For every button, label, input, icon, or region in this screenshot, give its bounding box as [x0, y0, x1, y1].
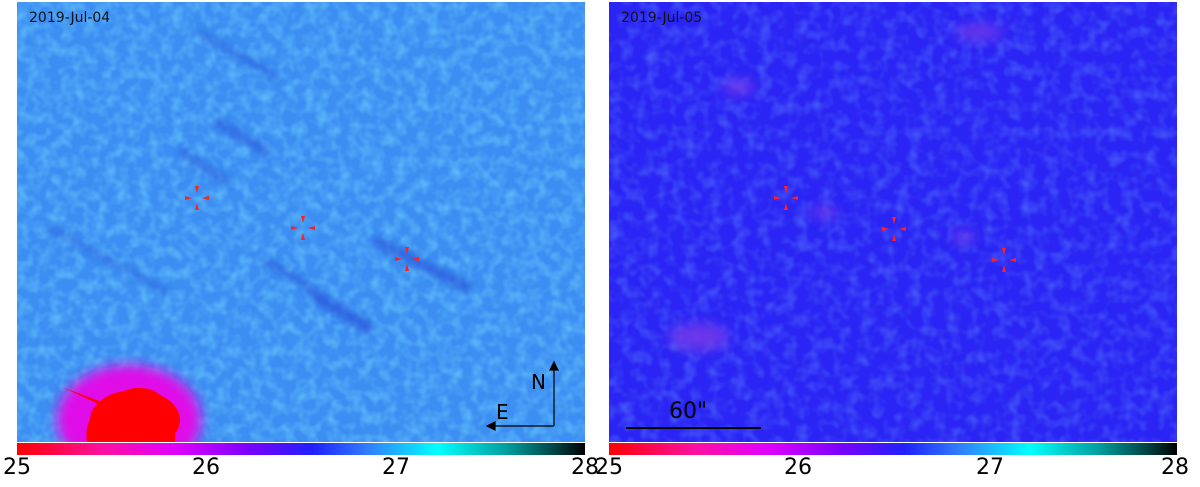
target-marker — [882, 217, 906, 241]
colorbar-tick-28-left: 28 — [571, 455, 599, 480]
target-marker — [774, 186, 798, 210]
colorbar-right — [609, 443, 1177, 455]
colorbar-tick-26-right: 26 — [784, 455, 812, 480]
image-left — [17, 2, 585, 442]
colorbar-tick-27-left: 27 — [382, 455, 410, 480]
colorbar-left — [17, 443, 585, 455]
date-label-left: 2019-Jul-04 — [29, 10, 111, 26]
target-marker — [291, 216, 315, 240]
compass — [485, 360, 559, 431]
colorbar-tick-27-right: 27 — [976, 455, 1004, 480]
compass-east-label: E — [496, 400, 509, 424]
colorbar-tick-26-left: 26 — [192, 455, 220, 480]
colorbar-tick-28-right: 28 — [1161, 455, 1189, 480]
target-marker — [992, 248, 1016, 272]
colorbar-tick-25-right: 25 — [595, 455, 623, 480]
date-label-right: 2019-Jul-05 — [621, 10, 703, 26]
panel-right: 60" 2019-Jul-05 25 26 27 28 — [595, 0, 1189, 487]
overlay-right: 60" — [669, 186, 1016, 424]
panel-left: N E 2019-Jul-04 25 26 27 28 — [3, 0, 599, 487]
image-right — [609, 2, 1177, 442]
scale-bar-label: 60" — [669, 399, 707, 424]
target-marker — [395, 247, 419, 271]
overlay-left: N E — [185, 186, 559, 431]
target-marker — [185, 186, 209, 210]
compass-north-label: N — [531, 370, 546, 394]
colorbar-tick-25-left: 25 — [3, 455, 31, 480]
